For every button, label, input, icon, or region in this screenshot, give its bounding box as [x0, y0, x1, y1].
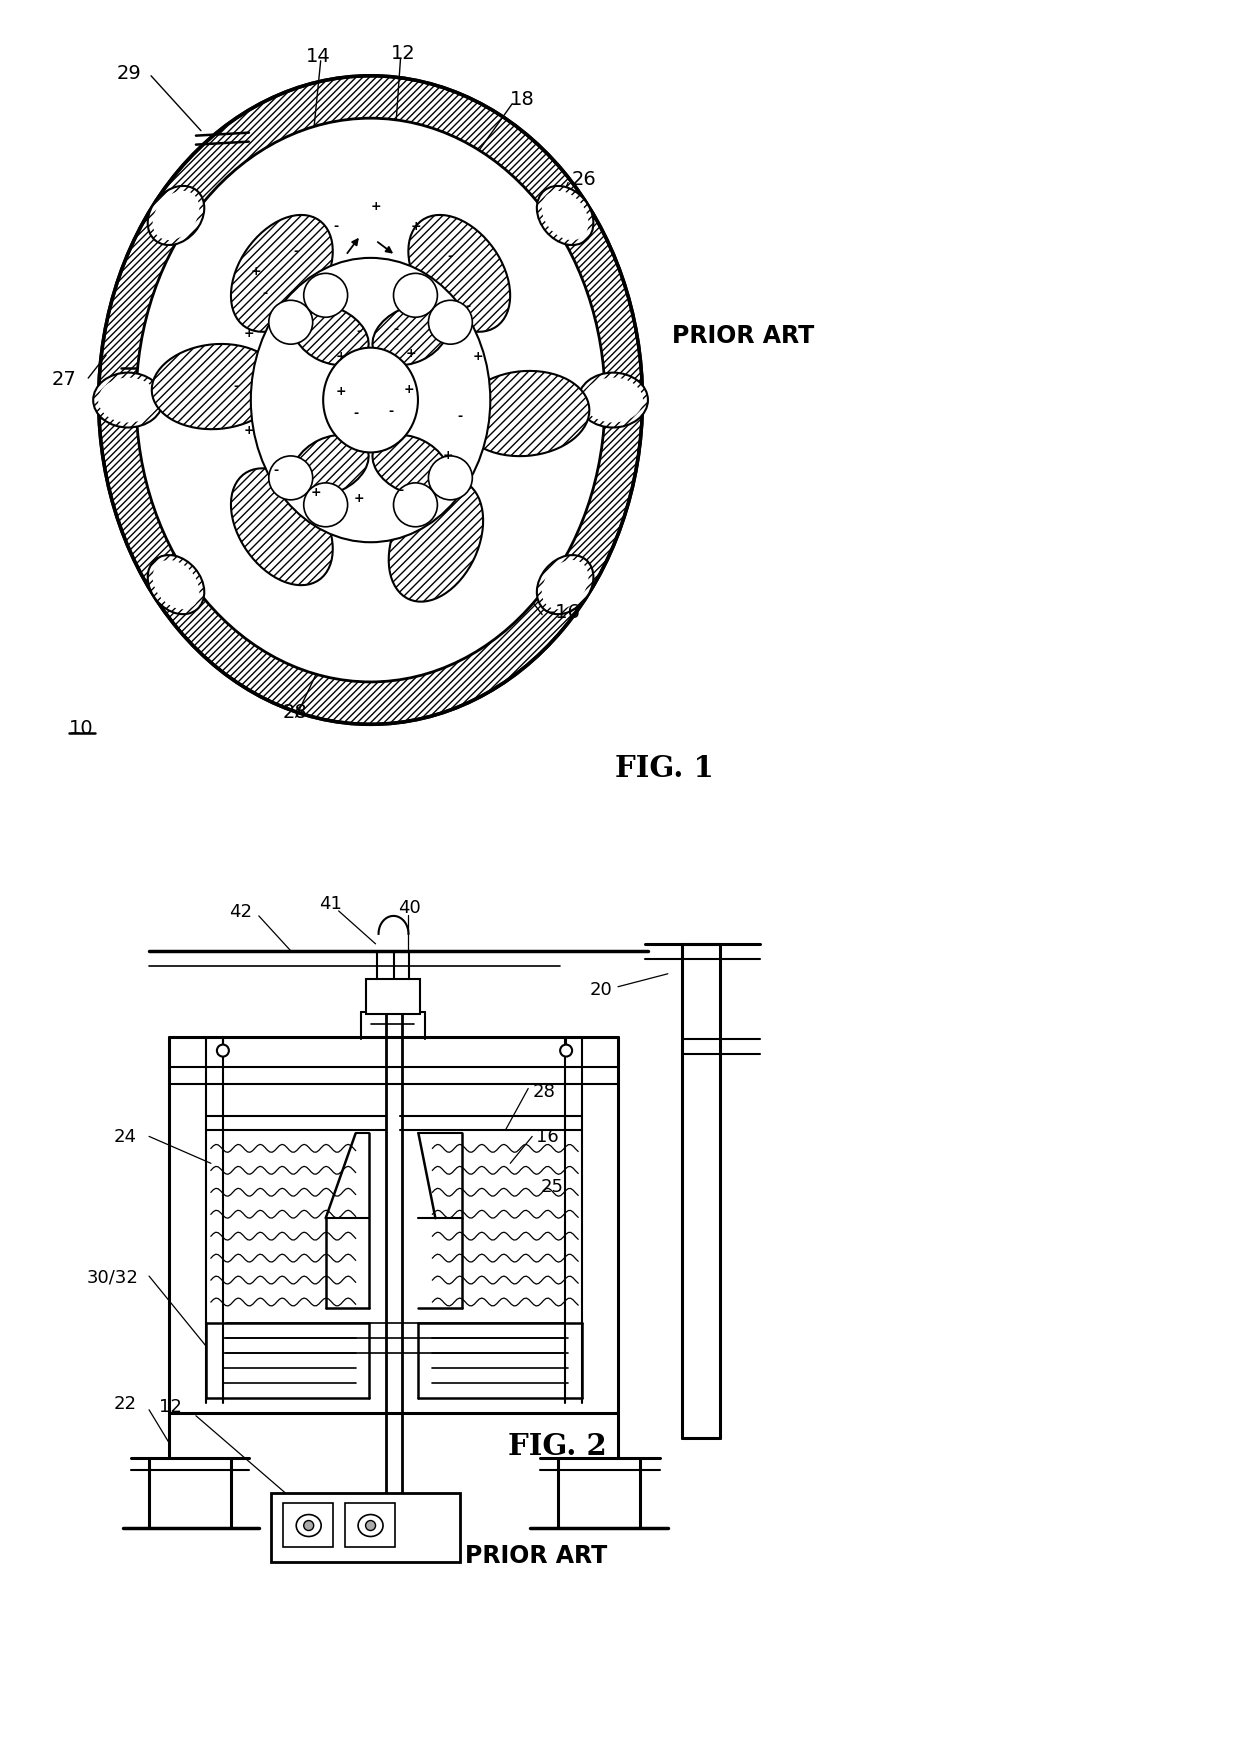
Ellipse shape	[293, 306, 368, 365]
Ellipse shape	[136, 118, 605, 682]
Ellipse shape	[99, 77, 642, 725]
Text: 20: 20	[590, 981, 613, 998]
Text: 26: 26	[572, 170, 596, 190]
Ellipse shape	[293, 435, 368, 496]
Ellipse shape	[93, 374, 162, 428]
Text: -: -	[273, 464, 278, 476]
Text: 28: 28	[283, 703, 308, 722]
Text: 27: 27	[51, 369, 76, 388]
Ellipse shape	[269, 457, 312, 501]
Ellipse shape	[153, 560, 200, 610]
Text: 29: 29	[117, 64, 141, 83]
Text: PRIOR ART: PRIOR ART	[672, 323, 815, 348]
Text: -: -	[262, 287, 268, 299]
Text: -16: -16	[548, 603, 580, 623]
Text: +: +	[335, 384, 346, 396]
Text: +: +	[243, 424, 254, 436]
Text: 12: 12	[159, 1396, 182, 1416]
Text: 42: 42	[229, 903, 252, 920]
Text: -: -	[388, 403, 393, 417]
Ellipse shape	[372, 435, 449, 496]
Ellipse shape	[537, 186, 594, 245]
Text: 10: 10	[69, 718, 94, 737]
Text: -: -	[233, 379, 238, 393]
Ellipse shape	[560, 1045, 572, 1057]
Ellipse shape	[393, 275, 438, 318]
Text: 24: 24	[113, 1129, 136, 1146]
Ellipse shape	[148, 556, 205, 616]
Ellipse shape	[388, 480, 484, 602]
Ellipse shape	[542, 560, 589, 610]
Text: FIG. 2: FIG. 2	[508, 1431, 608, 1461]
Ellipse shape	[324, 348, 418, 454]
Text: 40: 40	[398, 899, 422, 916]
Text: +: +	[405, 346, 415, 360]
Text: 14: 14	[306, 47, 330, 66]
Ellipse shape	[269, 301, 312, 344]
Text: -: -	[448, 250, 453, 263]
Ellipse shape	[217, 1045, 229, 1057]
Text: 25: 25	[541, 1177, 563, 1196]
Text: -: -	[334, 219, 339, 233]
Ellipse shape	[304, 1520, 314, 1530]
Text: 22: 22	[113, 1395, 136, 1412]
Ellipse shape	[153, 191, 200, 242]
Ellipse shape	[393, 483, 438, 527]
Bar	[345, 1502, 394, 1548]
Text: +: +	[403, 383, 414, 395]
Ellipse shape	[408, 216, 510, 332]
Text: -: -	[466, 299, 471, 313]
Text: -: -	[356, 325, 361, 337]
Text: 18: 18	[510, 90, 534, 110]
Ellipse shape	[231, 470, 332, 586]
Text: +: +	[371, 200, 381, 212]
Ellipse shape	[141, 123, 600, 678]
Ellipse shape	[429, 301, 472, 344]
Ellipse shape	[578, 374, 649, 428]
Text: 28: 28	[532, 1082, 556, 1099]
Ellipse shape	[296, 1515, 321, 1537]
Text: -: -	[393, 322, 398, 336]
Ellipse shape	[151, 344, 281, 430]
Text: +: +	[310, 487, 321, 499]
Text: +: +	[410, 219, 420, 233]
Ellipse shape	[98, 379, 157, 423]
Text: PRIOR ART: PRIOR ART	[465, 1544, 608, 1567]
Bar	[366, 979, 420, 1014]
Text: +: +	[353, 492, 363, 504]
Text: -: -	[398, 483, 403, 497]
Bar	[270, 1492, 460, 1563]
Ellipse shape	[583, 379, 644, 423]
Ellipse shape	[304, 275, 347, 318]
Ellipse shape	[372, 306, 449, 365]
Text: -: -	[353, 407, 358, 419]
Ellipse shape	[304, 483, 347, 527]
Ellipse shape	[460, 372, 589, 457]
Text: -: -	[293, 245, 299, 257]
Ellipse shape	[148, 186, 205, 245]
Text: +: +	[250, 264, 262, 278]
Ellipse shape	[542, 191, 589, 242]
Text: 41: 41	[319, 894, 341, 913]
Bar	[283, 1502, 332, 1548]
Ellipse shape	[358, 1515, 383, 1537]
Ellipse shape	[537, 556, 594, 616]
Ellipse shape	[250, 259, 490, 543]
Text: FIG. 1: FIG. 1	[615, 753, 714, 783]
Text: +: +	[472, 350, 484, 362]
Text: +: +	[335, 350, 346, 362]
Text: -: -	[458, 409, 463, 423]
Text: 16: 16	[536, 1129, 559, 1146]
Text: +: +	[443, 449, 454, 463]
Text: +: +	[243, 327, 254, 339]
Text: 30/32: 30/32	[87, 1268, 138, 1285]
Ellipse shape	[231, 216, 332, 332]
Text: 12: 12	[391, 43, 415, 63]
Ellipse shape	[366, 1520, 376, 1530]
Ellipse shape	[429, 457, 472, 501]
